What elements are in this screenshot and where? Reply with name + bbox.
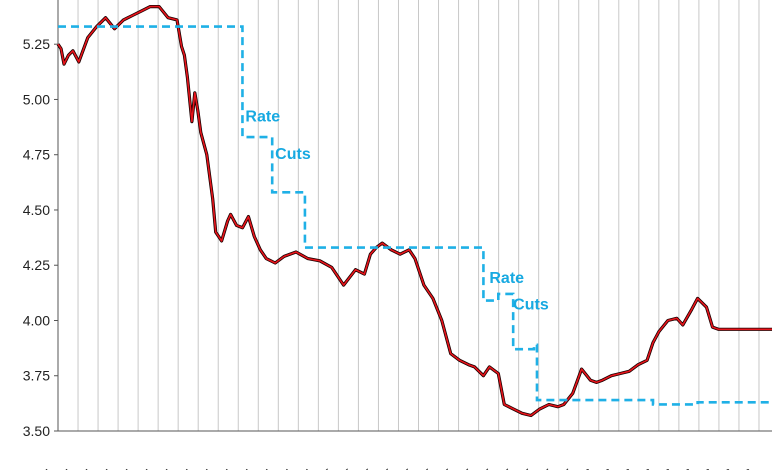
x-tick-label: /24 bbox=[53, 466, 76, 470]
x-tick-label: /25 bbox=[473, 466, 496, 470]
x-tick-label: /26 bbox=[614, 466, 637, 470]
x-tick-label: /24 bbox=[113, 466, 136, 470]
x-tick-label: /24 bbox=[233, 466, 256, 470]
price-line bbox=[57, 5, 772, 417]
x-tick-label: /26 bbox=[674, 466, 697, 470]
x-tick-label: /24 bbox=[173, 466, 196, 470]
y-tick-label: 4.75 bbox=[23, 147, 50, 163]
x-tick-label: /25 bbox=[393, 466, 416, 470]
x-tick-label: /24 bbox=[73, 466, 96, 470]
y-tick-label: 3.50 bbox=[23, 423, 50, 439]
x-tick-label: /26 bbox=[573, 466, 596, 470]
x-tick-label: /26 bbox=[694, 466, 717, 470]
x-tick-label: /24 bbox=[293, 466, 316, 470]
y-tick-label: 4.50 bbox=[23, 202, 50, 218]
y-axis: 3.50 3.75 4.00 4.25 4.50 4.75 5.00 5.25 bbox=[23, 0, 59, 439]
y-tick-label: 5.00 bbox=[23, 91, 50, 107]
annotation-label: Cuts bbox=[513, 296, 549, 313]
x-tick-label: /26 bbox=[654, 466, 677, 470]
series-layer bbox=[56, 5, 772, 418]
x-tick-label: /25 bbox=[333, 466, 356, 470]
x-tick-label: /25 bbox=[533, 466, 556, 470]
x-tick-label: /24 bbox=[133, 466, 156, 470]
x-tick-label: /24 bbox=[193, 466, 216, 470]
x-tick-label: /24 bbox=[253, 466, 276, 470]
x-tick-label: /26 bbox=[634, 466, 657, 470]
y-tick-label: 5.25 bbox=[23, 36, 50, 52]
annotation-label: Rate bbox=[245, 109, 280, 126]
x-tick-label: /26 bbox=[714, 466, 737, 470]
x-tick-label: /25 bbox=[353, 466, 376, 470]
x-tick-label: /24 bbox=[153, 466, 176, 470]
x-axis: /24/24/24/24/24/24/24/24/24/24/24/24/24/… bbox=[33, 430, 772, 470]
annotation-label: Rate bbox=[489, 270, 524, 287]
x-tick-label: /25 bbox=[553, 466, 576, 470]
y-tick-label: 4.00 bbox=[23, 312, 50, 328]
x-tick-label: /24 bbox=[213, 466, 236, 470]
y-tick-label: 4.25 bbox=[23, 257, 50, 273]
annotations: Rate Cuts Rate Cuts bbox=[245, 109, 548, 314]
y-tick-label: 3.75 bbox=[23, 368, 50, 384]
x-tick-label: /26 bbox=[734, 466, 757, 470]
x-tick-label: /25 bbox=[493, 466, 516, 470]
annotation-label: Cuts bbox=[275, 146, 311, 163]
x-tick-label: /26 bbox=[594, 466, 617, 470]
x-tick-label: /25 bbox=[313, 466, 336, 470]
x-tick-label: /25 bbox=[433, 466, 456, 470]
x-tick-label: /24 bbox=[93, 466, 116, 470]
x-tick-label: /25 bbox=[513, 466, 536, 470]
x-tick-label: /25 bbox=[413, 466, 436, 470]
vertical-gridlines bbox=[57, 0, 760, 431]
x-tick-label: /25 bbox=[453, 466, 476, 470]
policy-rate-line bbox=[58, 25, 772, 406]
x-tick-label: /25 bbox=[373, 466, 396, 470]
x-tick-label: /24 bbox=[273, 466, 296, 470]
price-line-shadow bbox=[56, 5, 772, 418]
x-tick-label: /24 bbox=[33, 466, 56, 470]
